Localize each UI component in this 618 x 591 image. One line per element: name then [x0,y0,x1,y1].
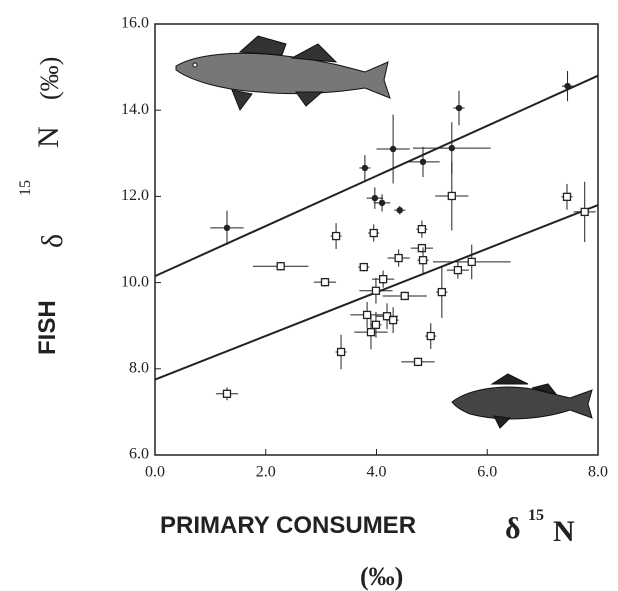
y-label-superscript: 15 [17,180,34,196]
x-tick-label: 2.0 [256,464,276,481]
point [415,358,422,365]
x-tick-label: 8.0 [588,464,608,481]
point [224,225,230,231]
x-tick-label: 6.0 [477,464,497,481]
point [427,333,434,340]
point [372,287,379,294]
point [338,348,345,355]
walleye-illustration [176,36,390,110]
point [563,193,570,200]
point [390,317,397,324]
point [372,321,379,328]
point [223,390,230,397]
y-tick-label: 14.0 [121,101,149,118]
point [322,279,329,286]
point [581,208,588,215]
point [395,255,402,262]
x-axis-title: PRIMARY CONSUMER δ 15 N (‰) [160,507,575,591]
point [360,264,367,271]
point [454,267,461,274]
point [370,230,377,237]
y-tick-label: 12.0 [121,187,149,204]
point [364,311,371,318]
point [448,192,455,199]
chart: PRIMARY CONSUMER δ 15 N (‰) FISH δ 15 N … [0,0,618,591]
point [449,145,455,151]
x-tick-label: 0.0 [145,464,165,481]
point [372,195,378,201]
x-label-element: N [553,515,575,548]
x-tick-label: 4.0 [367,464,387,481]
point [420,257,427,264]
y-tick-label: 8.0 [129,359,149,376]
x-label-unit: (‰) [360,562,403,591]
x-label-main: PRIMARY CONSUMER [160,512,416,539]
point [468,258,475,265]
x-label-symbol: δ [505,512,521,545]
point [277,263,284,270]
point [333,233,340,240]
fit-line [155,76,598,276]
point [397,207,403,213]
point [564,83,570,89]
y-label-symbol: δ [36,234,69,248]
x-label-superscript: 15 [528,507,544,524]
point [367,329,374,336]
point [420,159,426,165]
point [362,165,368,171]
point [418,245,425,252]
y-axis-title: FISH δ 15 N (‰) [17,57,69,355]
point [418,226,425,233]
y-tick-label: 10.0 [121,273,149,290]
y-label-element: N [32,126,65,148]
perch-illustration [452,374,592,428]
y-label-unit: (‰) [35,57,64,100]
y-label-main: FISH [34,300,61,355]
y-tick-label: 6.0 [129,446,149,463]
point [380,276,387,283]
point [390,146,396,152]
point [401,292,408,299]
point [379,200,385,206]
point [456,105,462,111]
point [438,289,445,296]
y-tick-label: 16.0 [121,15,149,32]
